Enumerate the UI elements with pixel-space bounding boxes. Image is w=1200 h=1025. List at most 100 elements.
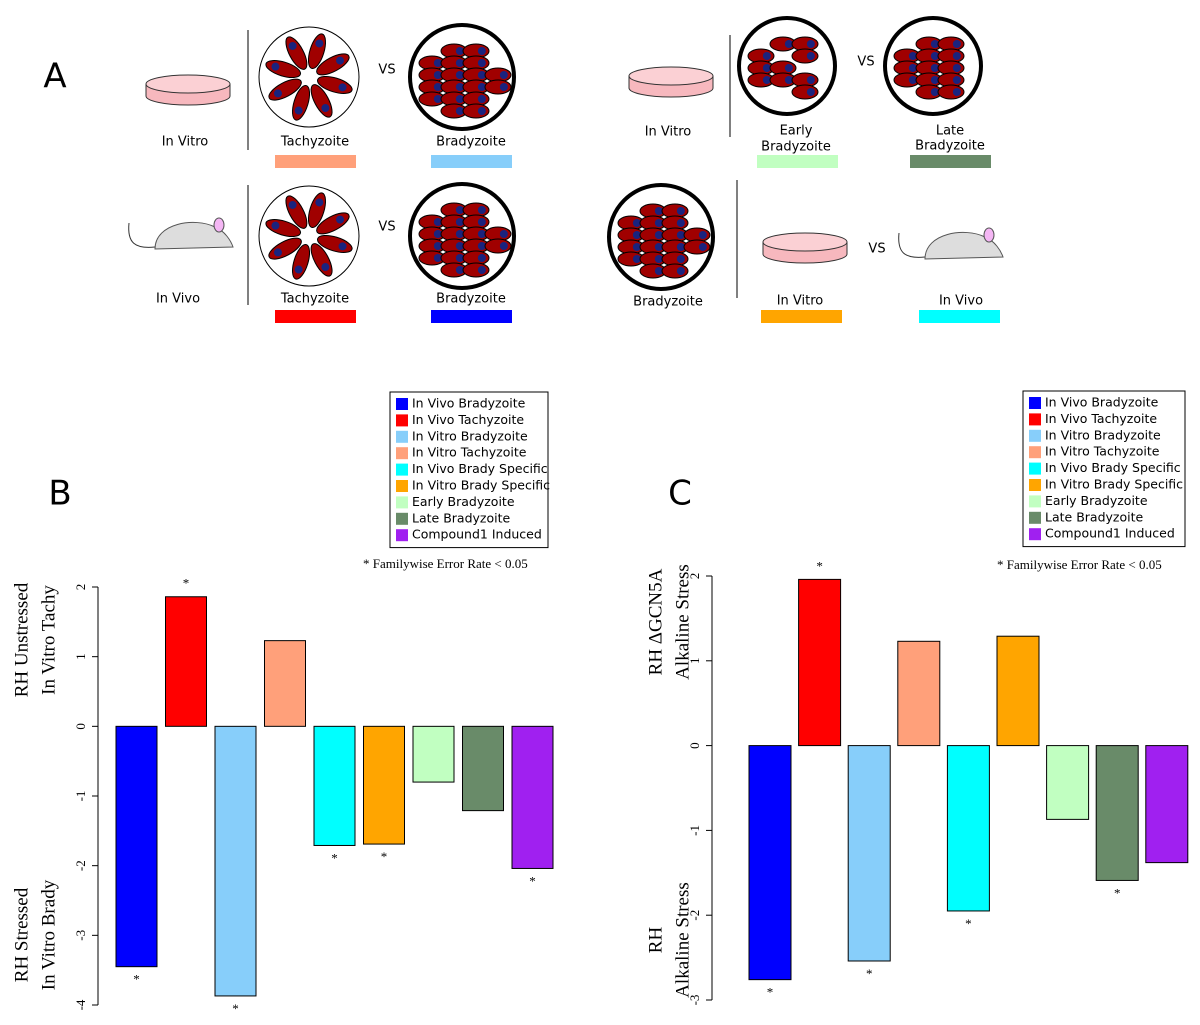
legend-label: In Vitro Brady Specific — [1045, 477, 1183, 492]
chart: C -3 -2 -1 0 1 2 RH ΔGCN5A Alkaline Stress RH Alka… — [645, 390, 1189, 1005]
nucleus — [952, 40, 961, 48]
color-key — [431, 310, 512, 323]
legend-swatch — [396, 414, 408, 427]
nucleus — [499, 242, 508, 250]
nucleus — [455, 59, 464, 67]
nucleus — [930, 76, 939, 84]
label: VS — [378, 220, 395, 235]
y-tick-label: 0 — [73, 723, 88, 730]
nucleus — [455, 242, 464, 250]
bar — [1046, 745, 1090, 820]
nucleus — [908, 64, 917, 72]
nucleus — [676, 267, 685, 275]
panel-label: A — [43, 57, 66, 97]
nucleus — [271, 62, 280, 71]
nucleus — [477, 206, 486, 214]
mouse — [128, 217, 234, 250]
bar — [1145, 745, 1189, 864]
nucleus — [654, 255, 663, 263]
label: Early — [780, 124, 813, 139]
legend-swatch — [1029, 495, 1041, 508]
label: Tachyzoite — [280, 292, 349, 307]
y-axis-label: RH — [645, 927, 666, 954]
nucleus — [676, 219, 685, 227]
significance-mark: * — [816, 558, 823, 573]
nucleus — [336, 56, 345, 65]
nucleus — [477, 59, 486, 67]
nucleus — [930, 88, 939, 96]
nucleus — [273, 89, 282, 98]
legend-swatch — [396, 496, 408, 509]
mouse-tail — [128, 222, 156, 248]
y-axis-label: RH ΔGCN5A — [645, 568, 666, 675]
y-tick-label: -3 — [73, 930, 88, 941]
legend-label: Late Bradyzoite — [1045, 509, 1143, 524]
dish — [762, 232, 848, 252]
legend-label: In Vitro Bradyzoite — [1045, 427, 1161, 442]
significance-mark: * — [866, 966, 873, 981]
nucleus — [632, 255, 641, 263]
y-tick-label: 1 — [687, 658, 702, 665]
mouse — [898, 227, 1004, 260]
significance-mark: * — [331, 850, 338, 865]
nucleus — [952, 64, 961, 72]
nucleus — [433, 254, 442, 262]
legend-swatch — [396, 430, 408, 443]
nucleus — [336, 215, 345, 224]
bar — [946, 745, 990, 912]
nucleus — [433, 83, 442, 91]
label: In Vivo — [156, 292, 200, 307]
nucleus — [433, 95, 442, 103]
nucleus — [455, 107, 464, 115]
y-axis-label: Alkaline Stress — [672, 882, 693, 998]
nucleus — [338, 242, 347, 251]
y-tick-label: 2 — [687, 573, 702, 580]
nucleus — [455, 218, 464, 226]
nucleus — [271, 221, 280, 230]
nucleus — [908, 76, 917, 84]
bar — [165, 596, 207, 727]
label: Bradyzoite — [436, 135, 506, 150]
nucleus — [698, 243, 707, 251]
mouse-ear — [983, 227, 995, 243]
legend-label: Compound1 Induced — [1045, 526, 1175, 541]
legend-label: In Vivo Tachyzoite — [412, 412, 524, 427]
nucleus — [294, 106, 303, 115]
legend-label: In Vivo Bradyzoite — [412, 396, 526, 411]
tachyzoite-vacuole — [258, 26, 360, 128]
significance-mark: * — [381, 849, 388, 864]
color-key — [919, 310, 1000, 323]
nucleus — [762, 76, 771, 84]
significance-mark: * — [529, 873, 536, 888]
nucleus — [676, 243, 685, 251]
nucleus — [806, 52, 815, 60]
y-tick-label: -1 — [687, 825, 702, 836]
nucleus — [499, 230, 508, 238]
legend-label: Early Bradyzoite — [412, 494, 515, 509]
bar — [264, 640, 306, 727]
bar — [412, 725, 455, 783]
nucleus — [315, 198, 324, 207]
y-tick-label: -2 — [687, 910, 702, 921]
bar — [462, 725, 504, 812]
panel-a: A In Vitro Tachyzoite VS Bradyzoite In V… — [43, 16, 1004, 323]
significance-mark: * — [965, 916, 972, 931]
bar — [1095, 745, 1139, 881]
label: VS — [378, 63, 395, 78]
legend-swatch — [1029, 397, 1041, 409]
color-key — [275, 155, 356, 168]
legend-label: Early Bradyzoite — [1045, 493, 1148, 508]
nucleus — [632, 231, 641, 239]
legend-swatch — [396, 529, 408, 542]
nucleus — [273, 248, 282, 257]
legend-label: In Vitro Tachyzoite — [1045, 444, 1160, 459]
legend-swatch — [1029, 528, 1041, 541]
nucleus — [952, 88, 961, 96]
legend-label: In Vivo Brady Specific — [412, 461, 548, 476]
nucleus — [321, 263, 330, 272]
nucleus — [499, 71, 508, 79]
nucleus — [676, 255, 685, 263]
nucleus — [499, 83, 508, 91]
significance-mark: * — [767, 985, 774, 1000]
